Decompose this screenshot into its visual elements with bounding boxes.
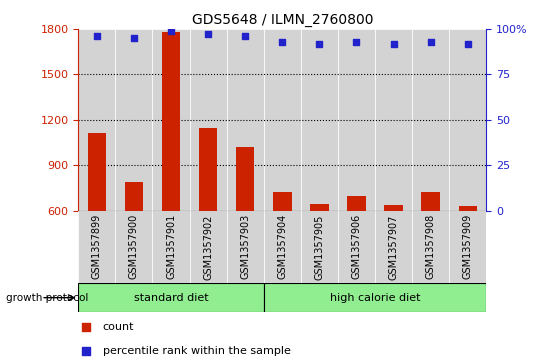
Point: [315, 41, 324, 46]
Text: GSM1357900: GSM1357900: [129, 214, 139, 280]
Point: [278, 39, 287, 45]
Bar: [347, 196, 366, 211]
Bar: [226, 211, 264, 283]
Bar: [375, 211, 412, 283]
Point: [463, 41, 472, 46]
Text: GSM1357909: GSM1357909: [463, 214, 473, 280]
Bar: [115, 29, 153, 211]
Text: growth protocol: growth protocol: [6, 293, 88, 303]
Point: [389, 41, 398, 46]
Bar: [125, 182, 143, 211]
Bar: [78, 29, 115, 211]
Point: [352, 39, 361, 45]
Title: GDS5648 / ILMN_2760800: GDS5648 / ILMN_2760800: [192, 13, 373, 26]
Bar: [236, 147, 254, 211]
Text: count: count: [103, 322, 134, 332]
Text: standard diet: standard diet: [134, 293, 209, 303]
Text: GSM1357904: GSM1357904: [277, 214, 287, 280]
Text: GSM1357906: GSM1357906: [352, 214, 362, 280]
Bar: [375, 29, 412, 211]
Bar: [199, 128, 217, 211]
Bar: [153, 29, 190, 211]
Bar: [412, 211, 449, 283]
Bar: [190, 211, 226, 283]
Point: [352, 38, 361, 44]
Point: [92, 33, 101, 39]
Point: [241, 33, 250, 39]
Text: GSM1357907: GSM1357907: [389, 214, 399, 280]
Bar: [310, 204, 329, 211]
Point: [352, 256, 361, 261]
Point: [203, 32, 212, 37]
Bar: [264, 29, 301, 211]
Bar: [78, 211, 115, 283]
Point: [426, 39, 435, 45]
Bar: [412, 29, 449, 211]
Bar: [301, 29, 338, 211]
Bar: [338, 29, 375, 211]
Text: GSM1357901: GSM1357901: [166, 214, 176, 280]
Bar: [264, 211, 301, 283]
Bar: [458, 206, 477, 211]
Text: GSM1357905: GSM1357905: [314, 214, 324, 280]
Text: percentile rank within the sample: percentile rank within the sample: [103, 346, 291, 356]
Bar: [78, 283, 264, 312]
Bar: [153, 211, 190, 283]
Bar: [226, 29, 264, 211]
Text: GSM1357902: GSM1357902: [203, 214, 213, 280]
Text: high calorie diet: high calorie diet: [330, 293, 420, 303]
Point: [130, 35, 139, 41]
Bar: [273, 192, 292, 211]
Text: GSM1357899: GSM1357899: [92, 214, 102, 280]
Bar: [115, 211, 153, 283]
Bar: [338, 211, 375, 283]
Bar: [162, 32, 181, 211]
Bar: [449, 29, 486, 211]
Bar: [88, 132, 106, 211]
Bar: [449, 211, 486, 283]
Point: [167, 28, 176, 34]
Bar: [421, 192, 440, 211]
Bar: [264, 283, 486, 312]
Text: GSM1357903: GSM1357903: [240, 214, 250, 280]
Bar: [301, 211, 338, 283]
Bar: [190, 29, 226, 211]
Text: GSM1357908: GSM1357908: [426, 214, 435, 280]
Bar: [385, 205, 403, 211]
